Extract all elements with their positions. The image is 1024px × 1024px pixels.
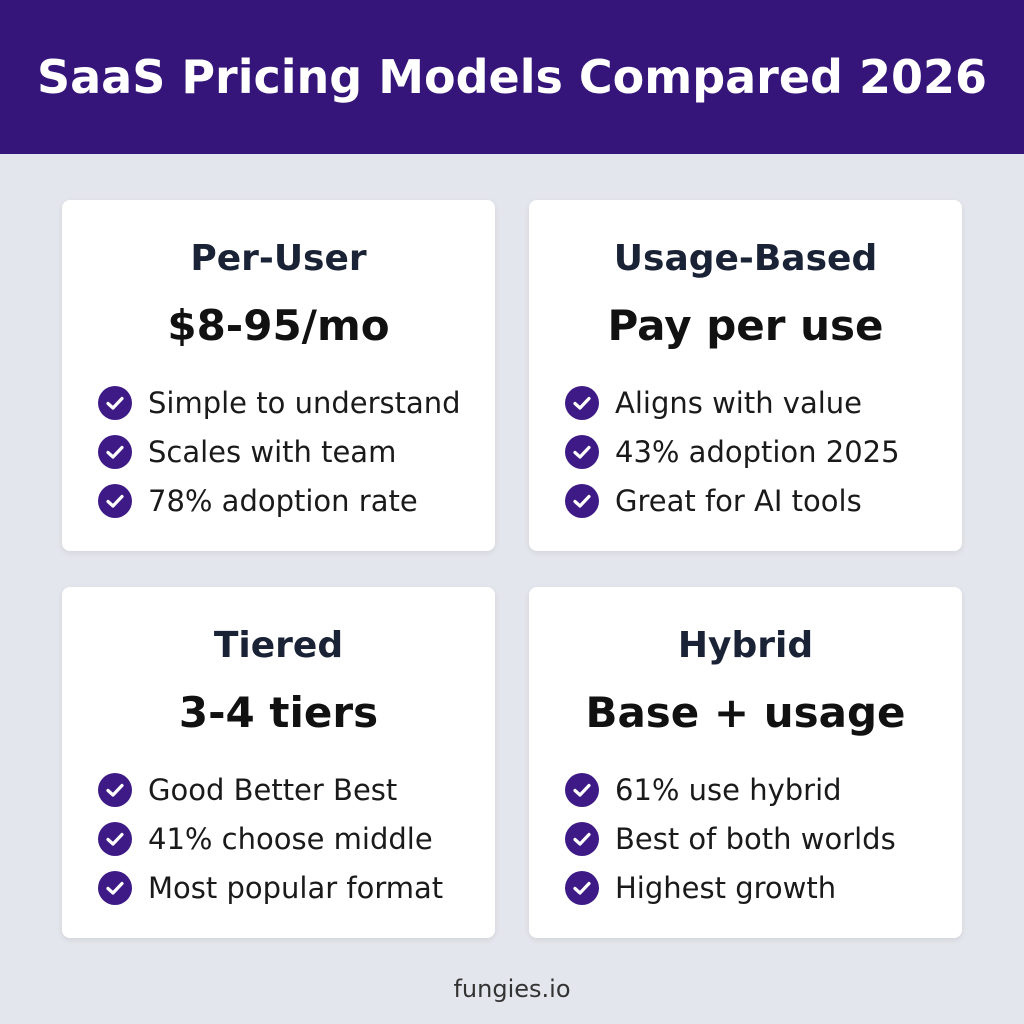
feature-text: Highest growth xyxy=(615,870,837,905)
check-icon xyxy=(98,385,132,420)
feature-list: Good Better Best 41% choose middle Most po… xyxy=(98,765,495,912)
pricing-card: Hybrid Base + usage 61% use hybrid Best of … xyxy=(529,587,962,938)
feature: Scales with team xyxy=(98,427,495,476)
check-icon xyxy=(565,870,599,905)
feature-text: Most popular format xyxy=(148,870,444,905)
feature: 43% adoption 2025 xyxy=(565,427,962,476)
card-name: Hybrid xyxy=(677,625,814,666)
feature-list: Aligns with value 43% adoption 2025 Great … xyxy=(565,378,962,525)
card-price: Pay per use xyxy=(607,301,884,350)
card-price: Base + usage xyxy=(585,688,906,737)
feature: Simple to understand xyxy=(98,378,495,427)
check-icon xyxy=(565,483,599,518)
check-icon xyxy=(98,434,132,469)
feature: Highest growth xyxy=(565,863,962,912)
card-name: Per-User xyxy=(190,238,367,279)
feature: 61% use hybrid xyxy=(565,765,962,814)
footer: fungies.io xyxy=(453,975,571,1003)
feature-text: Best of both worlds xyxy=(615,821,896,856)
card-price: 3-4 tiers xyxy=(178,688,379,737)
header: SaaS Pricing Models Compared 2026 xyxy=(0,0,1024,154)
check-icon xyxy=(98,870,132,905)
check-icon xyxy=(565,434,599,469)
card-name: Tiered xyxy=(213,625,344,666)
feature-text: 43% adoption 2025 xyxy=(615,434,900,469)
pricing-card: Per-User $8-95/mo Simple to understand Scal… xyxy=(62,200,495,551)
feature: Good Better Best xyxy=(98,765,495,814)
check-icon xyxy=(98,821,132,856)
feature-text: 61% use hybrid xyxy=(615,772,842,807)
feature-text: Aligns with value xyxy=(615,385,863,420)
card-name: Usage-Based xyxy=(613,238,878,279)
feature: 41% choose middle xyxy=(98,814,495,863)
title: SaaS Pricing Models Compared 2026 xyxy=(36,50,988,104)
check-icon xyxy=(565,772,599,807)
check-icon xyxy=(565,821,599,856)
feature-list: 61% use hybrid Best of both worlds Highest… xyxy=(565,765,962,912)
feature-text: Scales with team xyxy=(148,434,397,469)
feature: 78% adoption rate xyxy=(98,476,495,525)
pricing-card: Tiered 3-4 tiers Good Better Best 41% choos… xyxy=(62,587,495,938)
feature-text: Good Better Best xyxy=(148,772,398,807)
feature: Great for AI tools xyxy=(565,476,962,525)
check-icon xyxy=(98,483,132,518)
check-icon xyxy=(98,772,132,807)
feature: Best of both worlds xyxy=(565,814,962,863)
feature-text: Simple to understand xyxy=(148,385,461,420)
feature: Aligns with value xyxy=(565,378,962,427)
check-icon xyxy=(565,385,599,420)
feature-text: Great for AI tools xyxy=(615,483,862,518)
card-price: $8-95/mo xyxy=(167,301,390,350)
feature-text: 78% adoption rate xyxy=(148,483,418,518)
feature-text: 41% choose middle xyxy=(148,821,433,856)
feature-list: Simple to understand Scales with team 78% … xyxy=(98,378,495,525)
feature: Most popular format xyxy=(98,863,495,912)
pricing-card: Usage-Based Pay per use Aligns with value 4… xyxy=(529,200,962,551)
